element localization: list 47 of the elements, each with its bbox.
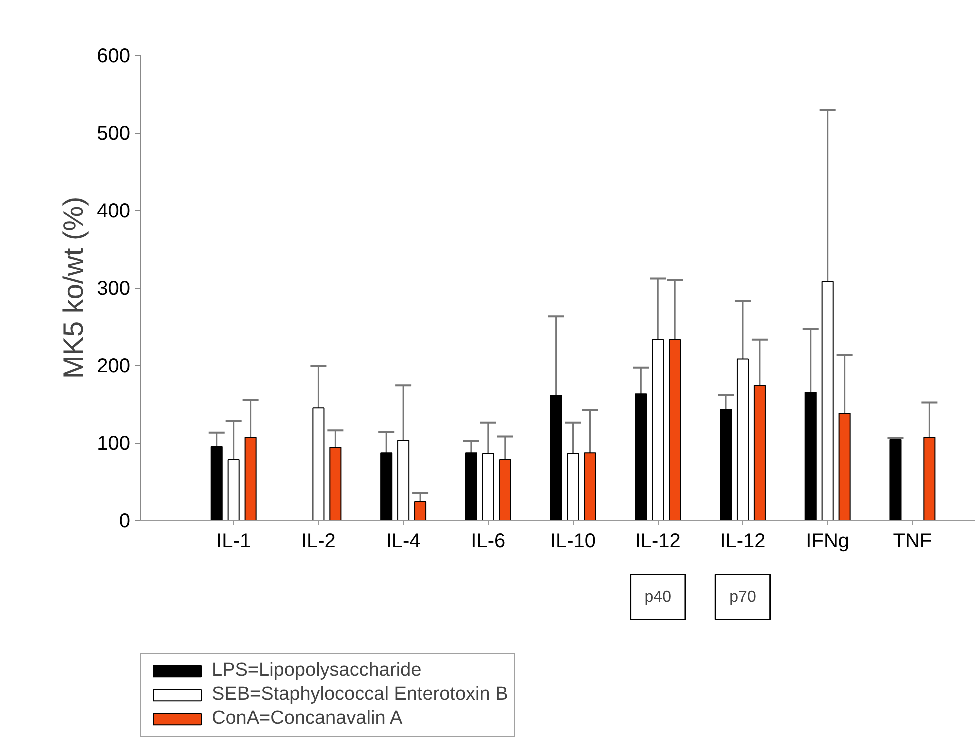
bar <box>330 447 342 520</box>
legend-label: SEB=Staphylococcal Enterotoxin B <box>212 684 508 706</box>
bar <box>635 394 648 520</box>
y-axis-title: MK5 ko/wt (%) <box>58 196 90 380</box>
y-tick-label: 600 <box>97 46 131 68</box>
bar <box>567 453 580 520</box>
bar <box>414 501 427 520</box>
text: p70 <box>730 588 756 606</box>
bar <box>244 437 257 520</box>
bar <box>398 440 410 520</box>
legend-label: LPS=Lipopolysaccharide <box>212 660 422 682</box>
bar <box>720 409 732 520</box>
bar <box>584 452 596 520</box>
bar <box>754 385 766 520</box>
bar <box>380 452 393 520</box>
legend-label: ConA=Concanavalin A <box>212 708 403 730</box>
x-tick-label: IL-4 <box>386 530 421 552</box>
x-tick-label: TNF <box>893 530 932 552</box>
bar <box>890 439 902 520</box>
bar <box>669 339 682 520</box>
y-tick-label: 200 <box>97 356 131 378</box>
x-tick-label: IL-1 <box>216 530 252 552</box>
x-tick-label: IL-12 <box>720 530 766 552</box>
x-tick-label: IL-2 <box>301 530 336 552</box>
y-tick-label: 300 <box>97 278 131 300</box>
bar <box>838 413 851 520</box>
bar <box>804 392 817 520</box>
bar <box>924 437 936 520</box>
y-tick-label: 100 <box>97 433 131 455</box>
bar <box>822 281 834 520</box>
y-tick-label: 400 <box>97 200 131 222</box>
bar <box>465 452 478 520</box>
x-tick-label: IL-6 <box>471 530 506 552</box>
bar <box>652 339 664 520</box>
x-tick-label: IL-12 <box>635 530 681 552</box>
bar <box>499 460 512 520</box>
bar <box>550 395 562 520</box>
y-tick-label: 0 <box>119 510 130 532</box>
bar <box>482 453 494 520</box>
y-tick-label: 500 <box>97 123 131 145</box>
x-tick-label: IFNg <box>806 530 850 552</box>
x-tick-label: IL-10 <box>550 530 596 552</box>
bar <box>736 358 750 520</box>
bar <box>312 408 325 520</box>
text: p40 <box>644 588 672 606</box>
bar <box>228 460 240 520</box>
bar <box>210 446 223 520</box>
